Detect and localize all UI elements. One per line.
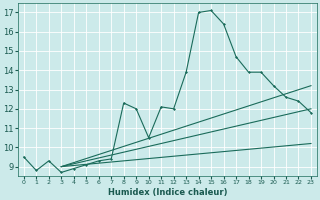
X-axis label: Humidex (Indice chaleur): Humidex (Indice chaleur) bbox=[108, 188, 227, 197]
